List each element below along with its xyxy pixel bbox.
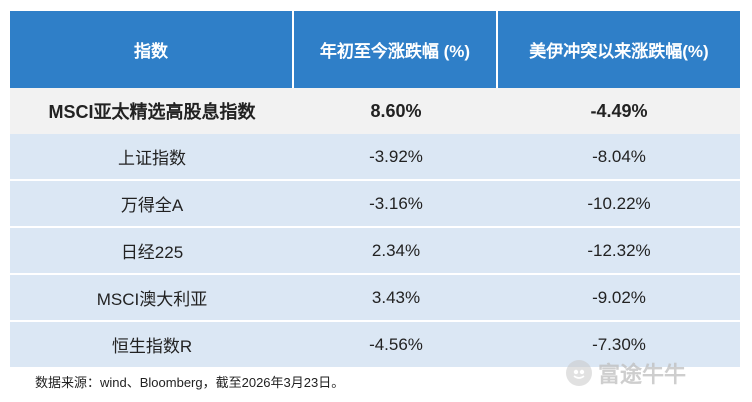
row-name: 日经225: [120, 243, 184, 262]
table-header: 指数 年初至今涨跌幅 (%) 美伊冲突以来涨跌幅(%): [10, 11, 740, 88]
row-name: 上证指数: [118, 149, 186, 168]
row-since-conflict: -10.22%: [587, 193, 651, 213]
table-row: 上证指数 -3.92% -8.04%: [10, 134, 740, 181]
moomoo-logo-icon: [566, 360, 592, 386]
table-row: 日经225 2.34% -12.32%: [10, 228, 740, 275]
watermark-text: 富途牛牛: [598, 362, 687, 387]
source-note: 数据来源：wind、Bloomberg，截至2026年3月23日。: [35, 375, 345, 390]
header-since-conflict-change: 美伊冲突以来涨跌幅(%): [529, 42, 709, 61]
row-name: MSCI澳大利亚: [96, 290, 208, 309]
table-row: 万得全A -3.16% -10.22%: [10, 181, 740, 228]
row-since-conflict: -9.02%: [592, 287, 646, 307]
row-name: 恒生指数R: [111, 337, 193, 356]
table-row-highlight: MSCI亚太精选高股息指数 8.60% -4.49%: [10, 88, 740, 134]
row-name: 万得全A: [120, 196, 184, 215]
row-ytd: 3.43%: [371, 287, 421, 307]
row-since-conflict: -12.32%: [587, 240, 651, 260]
header-ytd-change: 年初至今涨跌幅 (%): [294, 11, 498, 88]
row-ytd: -4.56%: [369, 334, 423, 354]
table-row: MSCI澳大利亚 3.43% -9.02%: [10, 275, 740, 322]
table-row: 恒生指数R -4.56% -7.30%: [10, 322, 740, 367]
row-since-conflict: -4.49%: [590, 100, 648, 121]
row-name: MSCI亚太精选高股息指数: [48, 102, 256, 122]
row-ytd: 8.60%: [370, 100, 422, 121]
row-ytd: 2.34%: [371, 240, 421, 260]
data-table: 指数 年初至今涨跌幅 (%) 美伊冲突以来涨跌幅(%) MSCI亚太精选高股息指…: [10, 11, 740, 367]
row-ytd: -3.16%: [369, 193, 423, 213]
row-since-conflict: -8.04%: [592, 146, 646, 166]
row-since-conflict: -7.30%: [592, 334, 646, 354]
header-index: 指数: [10, 11, 294, 88]
row-ytd: -3.92%: [369, 146, 423, 166]
watermark: 富途牛牛: [566, 357, 686, 389]
